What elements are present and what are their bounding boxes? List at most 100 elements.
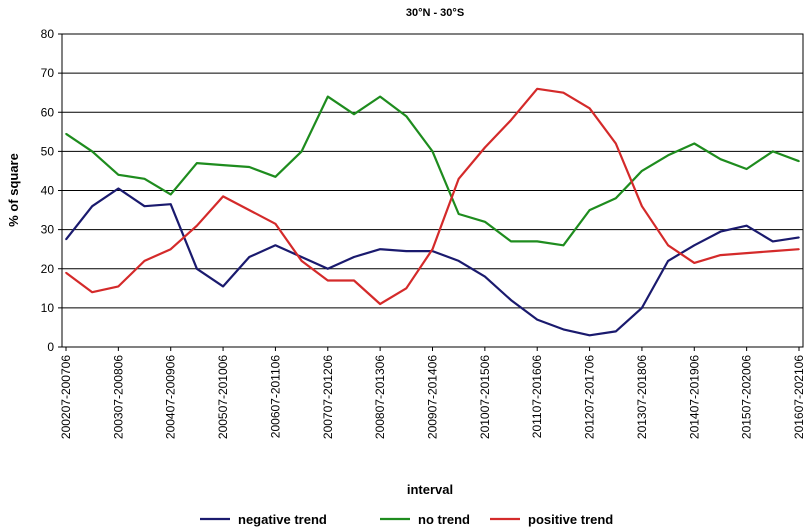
data-point <box>143 205 146 207</box>
data-point <box>667 244 669 247</box>
data-point <box>274 244 277 247</box>
x-tick-label: 200707-201206 <box>321 355 335 439</box>
x-tick-label: 201107-201606 <box>530 355 544 439</box>
legend-label: negative trend <box>238 512 327 527</box>
x-tick-label: 201507-202006 <box>740 355 754 439</box>
data-point <box>484 275 486 278</box>
data-point <box>248 166 251 168</box>
data-point <box>588 107 591 110</box>
x-tick-label: 200607-201106 <box>268 355 282 439</box>
data-point <box>143 260 146 262</box>
data-point <box>562 328 565 331</box>
data-point <box>588 209 591 211</box>
data-point <box>143 177 146 180</box>
data-point <box>457 213 460 215</box>
data-point <box>562 244 565 247</box>
y-axis-ticks: 0 10 20 30 40 50 60 70 80 <box>41 27 62 354</box>
data-point <box>457 177 460 180</box>
y-tick-label: 50 <box>41 144 55 158</box>
data-point <box>719 158 722 160</box>
data-point <box>745 224 748 227</box>
data-point <box>588 334 591 337</box>
y-axis-label: % of square <box>6 153 21 227</box>
data-point <box>536 240 539 243</box>
data-point <box>484 146 486 149</box>
data-point <box>248 256 251 258</box>
data-point <box>798 236 800 239</box>
data-point <box>772 240 774 243</box>
data-point <box>641 170 643 172</box>
data-point <box>91 291 93 294</box>
legend-label: no trend <box>418 512 470 527</box>
y-tick-label: 40 <box>41 184 55 198</box>
data-point <box>274 222 277 225</box>
x-axis-ticks: 200207-200706 200307-200806 200407-200906 2… <box>59 347 806 439</box>
data-point <box>379 303 381 305</box>
legend-item-negative-trend: negative trend <box>200 512 327 527</box>
data-point <box>693 244 696 247</box>
data-point <box>169 248 172 250</box>
data-point <box>91 150 93 153</box>
data-point <box>405 287 408 290</box>
data-point <box>562 91 565 94</box>
data-point <box>614 197 617 200</box>
data-point <box>510 240 512 243</box>
data-point <box>510 299 512 301</box>
data-point <box>222 285 224 288</box>
data-point <box>222 195 224 198</box>
x-tick-label: 200307-200806 <box>111 355 125 439</box>
data-point <box>641 307 643 309</box>
data-point <box>353 113 355 116</box>
data-point <box>326 267 329 270</box>
data-point <box>91 205 93 207</box>
data-point <box>614 330 617 333</box>
data-point <box>405 250 408 252</box>
data-point <box>117 187 120 190</box>
data-point <box>431 150 434 153</box>
data-point <box>745 168 748 170</box>
data-point <box>196 224 198 227</box>
data-point <box>326 95 329 98</box>
data-point <box>353 279 355 282</box>
data-point <box>693 142 696 145</box>
data-point <box>484 221 486 223</box>
data-point <box>772 250 774 252</box>
y-tick-label: 70 <box>41 66 55 80</box>
chart-title: 30°N - 30°S <box>406 7 464 19</box>
x-tick-label: 201607-202106 <box>792 355 806 439</box>
data-point <box>326 279 329 282</box>
data-point <box>353 256 355 258</box>
data-point <box>457 260 460 262</box>
data-point <box>65 132 67 135</box>
data-point <box>222 164 224 166</box>
data-point <box>379 248 381 250</box>
y-tick-label: 30 <box>41 223 55 237</box>
data-point <box>745 252 748 254</box>
data-point <box>248 209 251 211</box>
x-tick-label: 201007-201506 <box>478 355 492 439</box>
x-tick-label: 200807-201306 <box>373 355 387 439</box>
data-point <box>65 238 67 241</box>
y-tick-label: 60 <box>41 105 55 119</box>
data-point <box>405 115 408 117</box>
data-point <box>719 254 722 256</box>
data-point <box>379 95 381 98</box>
data-point <box>169 193 172 196</box>
data-point <box>65 271 67 274</box>
x-tick-label: 201207-201706 <box>583 355 597 439</box>
data-point <box>510 119 512 121</box>
legend-label: positive trend <box>528 512 613 527</box>
plot-frame <box>61 33 804 348</box>
data-point <box>798 248 800 250</box>
data-point <box>536 87 539 90</box>
data-point <box>667 260 669 262</box>
x-tick-label: 200407-200906 <box>164 355 178 439</box>
data-point <box>431 248 434 250</box>
y-tick-label: 80 <box>41 27 55 41</box>
x-axis-label: interval <box>407 482 453 497</box>
data-point <box>798 160 800 162</box>
data-point <box>719 230 722 233</box>
legend: negative trend no trend positive trend <box>200 512 613 527</box>
x-tick-label: 201407-201906 <box>687 355 701 439</box>
